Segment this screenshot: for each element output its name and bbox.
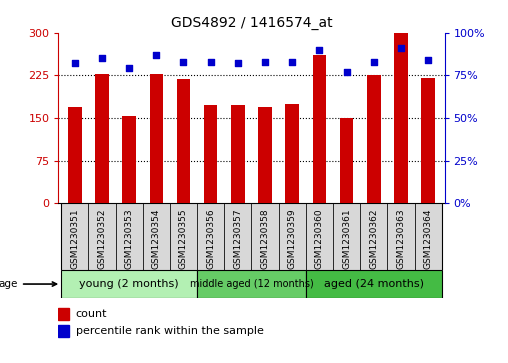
Bar (231, 105, 245, 203)
Bar (251, 203, 279, 270)
Bar (333, 203, 360, 270)
Bar (224, 203, 251, 270)
Bar (306, 270, 442, 298)
Text: GSM1230359: GSM1230359 (288, 209, 297, 269)
Point (179, 59, 187, 65)
Bar (394, 33, 408, 203)
Bar (312, 56, 326, 203)
Text: aged (24 months): aged (24 months) (324, 279, 424, 289)
Point (152, 52, 161, 58)
Point (288, 59, 296, 65)
Bar (197, 270, 306, 298)
Text: percentile rank within the sample: percentile rank within the sample (76, 326, 264, 337)
Point (98, 55, 106, 61)
Bar (306, 203, 333, 270)
Text: GSM1230362: GSM1230362 (369, 209, 378, 269)
Bar (61, 203, 88, 270)
Text: GSM1230363: GSM1230363 (397, 209, 405, 269)
Bar (149, 74, 163, 203)
Bar (360, 203, 388, 270)
Text: GSM1230361: GSM1230361 (342, 209, 351, 269)
Bar (88, 203, 115, 270)
Point (234, 61, 242, 66)
Point (315, 47, 324, 53)
Title: GDS4892 / 1416574_at: GDS4892 / 1416574_at (171, 16, 332, 30)
Bar (122, 116, 136, 203)
Point (370, 59, 378, 65)
Bar (170, 203, 197, 270)
Point (207, 59, 215, 65)
Bar (204, 105, 217, 203)
Bar (367, 75, 380, 203)
Point (261, 59, 269, 65)
Bar (143, 203, 170, 270)
Text: GSM1230353: GSM1230353 (124, 209, 134, 269)
Bar (422, 78, 435, 203)
Point (71, 61, 79, 66)
Point (424, 57, 432, 63)
Bar (68, 107, 81, 203)
Text: GSM1230352: GSM1230352 (98, 209, 106, 269)
Text: GSM1230360: GSM1230360 (315, 209, 324, 269)
Bar (95, 74, 109, 203)
Text: GSM1230351: GSM1230351 (70, 209, 79, 269)
Point (342, 69, 351, 75)
Text: GSM1230364: GSM1230364 (424, 209, 433, 269)
Text: middle aged (12 months): middle aged (12 months) (189, 279, 313, 289)
Bar (58, 325, 69, 337)
Text: GSM1230356: GSM1230356 (206, 209, 215, 269)
Bar (285, 104, 299, 203)
Text: GSM1230355: GSM1230355 (179, 209, 188, 269)
Bar (279, 203, 306, 270)
Bar (388, 203, 415, 270)
Text: count: count (76, 309, 107, 319)
Bar (258, 107, 272, 203)
Bar (415, 203, 442, 270)
Bar (61, 270, 197, 298)
Text: GSM1230357: GSM1230357 (233, 209, 242, 269)
Text: GSM1230354: GSM1230354 (152, 209, 161, 269)
Bar (197, 203, 224, 270)
Text: young (2 months): young (2 months) (79, 279, 179, 289)
Bar (58, 308, 69, 320)
Bar (340, 118, 354, 203)
Point (125, 66, 133, 72)
Text: age: age (0, 279, 56, 289)
Bar (115, 203, 143, 270)
Text: GSM1230358: GSM1230358 (261, 209, 270, 269)
Point (397, 45, 405, 51)
Bar (177, 79, 190, 203)
